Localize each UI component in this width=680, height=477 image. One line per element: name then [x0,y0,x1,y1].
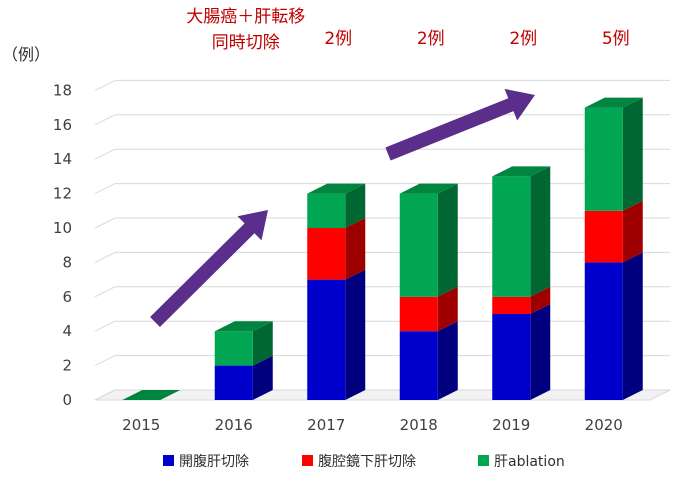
bar-2019-series-0 [492,314,531,400]
bar-top-2020 [584,97,643,108]
y-unit-label: （例） [2,45,50,64]
legend-swatch-2 [478,455,489,466]
x-tick-label-2020: 2020 [585,416,623,434]
y-tick-label-6: 6 [62,288,72,306]
legend-label-0: 開腹肝切除 [179,453,249,470]
y-tick-label-18: 18 [53,81,72,99]
y-tick-label-16: 16 [53,116,72,134]
gridline-side-8 [94,251,116,263]
bar-2018-series-2 [399,193,438,297]
bar-side-2018-1 [437,286,458,332]
bar-side-2020-0 [622,252,643,400]
y-tick-label-8: 8 [62,253,72,271]
legend-swatch-1 [302,455,313,466]
bar-2017-series-2 [307,193,346,228]
bar-2020-series-1 [584,210,623,263]
bar-top-2019 [492,166,551,177]
bar-side-2016-0 [252,355,273,400]
bar-2017-series-0 [307,279,346,400]
gridline-side-4 [94,320,116,332]
bar-top-2015 [122,390,181,400]
y-tick-label-12: 12 [53,185,72,203]
annotation-2018-line-0: 2例 [417,29,445,49]
bar-side-2017-1 [345,218,366,280]
bar-side-2019-0 [530,304,551,400]
y-tick-label-0: 0 [62,391,72,409]
bar-side-2017-2 [345,183,366,228]
x-tick-label-2016: 2016 [215,416,253,434]
bar-2019-series-2 [492,176,531,297]
bar-side-2017-0 [345,269,366,400]
bar-side-2019-1 [530,286,551,314]
bar-side-2018-0 [437,321,458,400]
annotation-2020-line-0: 5例 [602,29,630,49]
bar-side-2020-1 [622,200,643,263]
y-tick-label-4: 4 [62,322,72,340]
bar-2016-series-0 [214,365,253,400]
annotation-2016-line-1: 同時切除 [212,33,280,53]
annotation-2016-line-0: 大腸癌＋肝転移 [186,7,305,27]
gridline-side-14 [94,148,116,160]
bar-2018-series-1 [399,296,438,332]
gridline-side-18 [94,79,116,91]
bar-2016-series-2 [214,331,253,366]
y-tick-label-2: 2 [62,357,72,375]
y-tick-label-10: 10 [53,219,72,237]
bar-2020-series-2 [584,107,623,211]
bar-side-2019-2 [530,166,551,297]
trend-arrow-2 [385,88,535,161]
bar-side-2018-2 [437,183,458,297]
gridline-side-16 [94,114,116,126]
bar-2019-series-1 [492,296,531,314]
legend-swatch-0 [163,455,174,466]
bar-2018-series-0 [399,331,438,400]
bar-top-2018 [399,183,458,194]
gridline-side-10 [94,217,116,229]
gridline-side-2 [94,355,116,367]
gridline-side-6 [94,286,116,298]
annotation-2017-line-0: 2例 [324,29,352,49]
bar-2020-series-0 [584,262,623,400]
chart-floor [94,389,671,401]
legend-label-1: 腹腔鏡下肝切除 [318,453,416,470]
bar-side-2016-2 [252,321,273,366]
gridline-side-12 [94,183,116,195]
bar-top-2017 [307,183,366,194]
bar-top-2016 [214,321,273,332]
x-tick-label-2015: 2015 [122,416,160,434]
bar-2017-series-1 [307,228,346,280]
y-tick-label-14: 14 [53,150,72,168]
x-tick-label-2017: 2017 [307,416,345,434]
annotation-2019-line-0: 2例 [509,29,537,49]
x-tick-label-2018: 2018 [400,416,438,434]
bar-side-2020-2 [622,97,643,211]
trend-arrow-1 [150,210,268,327]
legend-label-2: 肝ablation [494,454,565,470]
x-tick-label-2019: 2019 [492,416,530,434]
